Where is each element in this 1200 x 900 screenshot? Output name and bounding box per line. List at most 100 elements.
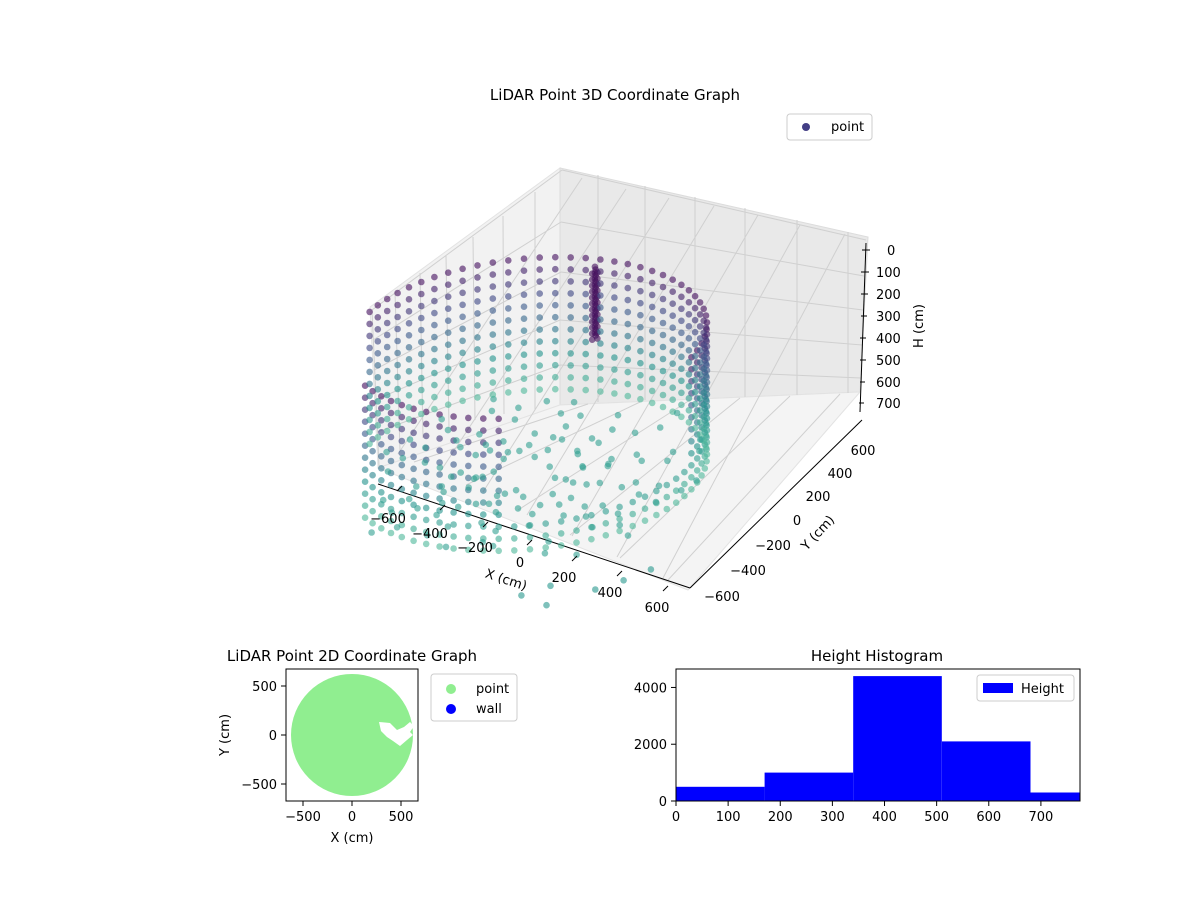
point-marker <box>465 450 472 458</box>
point-marker <box>366 368 373 376</box>
point-marker <box>495 451 503 459</box>
point-marker <box>549 490 556 498</box>
point-marker <box>465 522 472 530</box>
point-marker <box>669 276 676 284</box>
point-marker <box>669 324 676 332</box>
x-tick-label: −500 <box>285 810 321 825</box>
point-marker <box>624 532 632 539</box>
point-marker <box>489 319 497 326</box>
point-marker <box>611 354 618 361</box>
grid-line <box>561 169 867 241</box>
point-marker <box>489 307 497 314</box>
point-marker <box>366 380 373 388</box>
point-marker <box>624 392 632 400</box>
point-marker <box>624 272 632 280</box>
chart-2d-plot-area <box>291 674 414 796</box>
point-marker <box>685 347 693 354</box>
point-marker <box>577 412 584 420</box>
point-marker <box>696 299 704 306</box>
grid-line <box>526 205 715 516</box>
point-marker <box>423 532 431 539</box>
point-marker <box>495 499 503 507</box>
point-marker <box>495 415 503 423</box>
point-marker <box>700 317 707 325</box>
point-marker <box>536 386 543 393</box>
point-marker <box>702 312 710 319</box>
point-marker <box>624 368 632 376</box>
point-marker <box>480 547 487 554</box>
point-marker <box>624 356 632 364</box>
point-marker <box>459 277 466 285</box>
point-marker <box>436 447 443 454</box>
point-marker <box>552 373 559 381</box>
point-marker <box>431 345 438 353</box>
grid-line <box>662 233 846 579</box>
point-marker <box>624 344 632 352</box>
point-marker <box>444 329 452 337</box>
point-marker <box>659 343 667 351</box>
x-tick-label: 600 <box>976 810 1001 825</box>
point-marker <box>495 547 503 555</box>
point-marker <box>595 439 602 447</box>
y-tick-label: 4000 <box>634 681 667 696</box>
point-marker <box>431 321 438 329</box>
x-tick-label: 100 <box>716 810 741 825</box>
point-marker <box>361 478 369 486</box>
point-marker <box>685 311 693 318</box>
point-marker <box>669 312 676 320</box>
point-marker <box>696 323 704 330</box>
point-marker <box>685 395 693 402</box>
point-marker <box>465 474 472 482</box>
point-marker <box>591 311 599 319</box>
point-marker <box>369 423 376 431</box>
point-marker <box>669 396 676 404</box>
point-marker <box>383 448 390 456</box>
point-marker <box>611 342 618 349</box>
point-marker <box>459 289 466 297</box>
point-marker <box>648 267 656 275</box>
point-marker <box>436 435 443 442</box>
point-marker <box>405 368 413 375</box>
point-marker <box>702 408 710 415</box>
point-marker <box>405 416 413 423</box>
legend-label: point <box>476 682 509 697</box>
point-marker <box>374 314 382 321</box>
point-marker <box>422 516 430 524</box>
point-marker <box>669 300 676 308</box>
z-tick-label: 100 <box>876 266 901 281</box>
point-marker <box>659 283 667 291</box>
point-marker <box>447 473 455 481</box>
histogram-bar <box>764 772 854 801</box>
point-marker <box>366 440 373 448</box>
point-marker <box>582 266 589 274</box>
point-marker <box>688 450 695 457</box>
point-marker <box>378 393 385 400</box>
chart-2d-legend: point wall <box>430 673 518 722</box>
point-marker <box>681 468 688 476</box>
point-marker <box>489 259 497 266</box>
point-marker <box>611 294 618 301</box>
point-marker <box>465 498 472 506</box>
point-marker <box>700 401 707 409</box>
z-tick-label: 600 <box>876 376 901 391</box>
point-marker <box>406 436 414 443</box>
point-marker <box>405 320 413 327</box>
point-marker <box>495 487 503 495</box>
point-marker <box>516 447 523 455</box>
point-marker <box>567 314 574 321</box>
point-marker <box>611 306 618 313</box>
point-marker <box>673 409 681 417</box>
z-tick-label: 500 <box>876 354 901 369</box>
point-marker <box>383 307 391 315</box>
point-marker <box>450 449 457 456</box>
point-marker <box>543 397 551 405</box>
point-marker <box>489 343 497 350</box>
point-marker <box>536 302 543 309</box>
x-tick-label: 400 <box>598 586 623 601</box>
point-marker <box>398 425 406 433</box>
point-marker <box>698 472 705 479</box>
chart-3d-grid <box>371 169 867 581</box>
point-marker <box>536 290 543 297</box>
point-marker <box>369 519 376 527</box>
point-marker <box>605 460 612 468</box>
